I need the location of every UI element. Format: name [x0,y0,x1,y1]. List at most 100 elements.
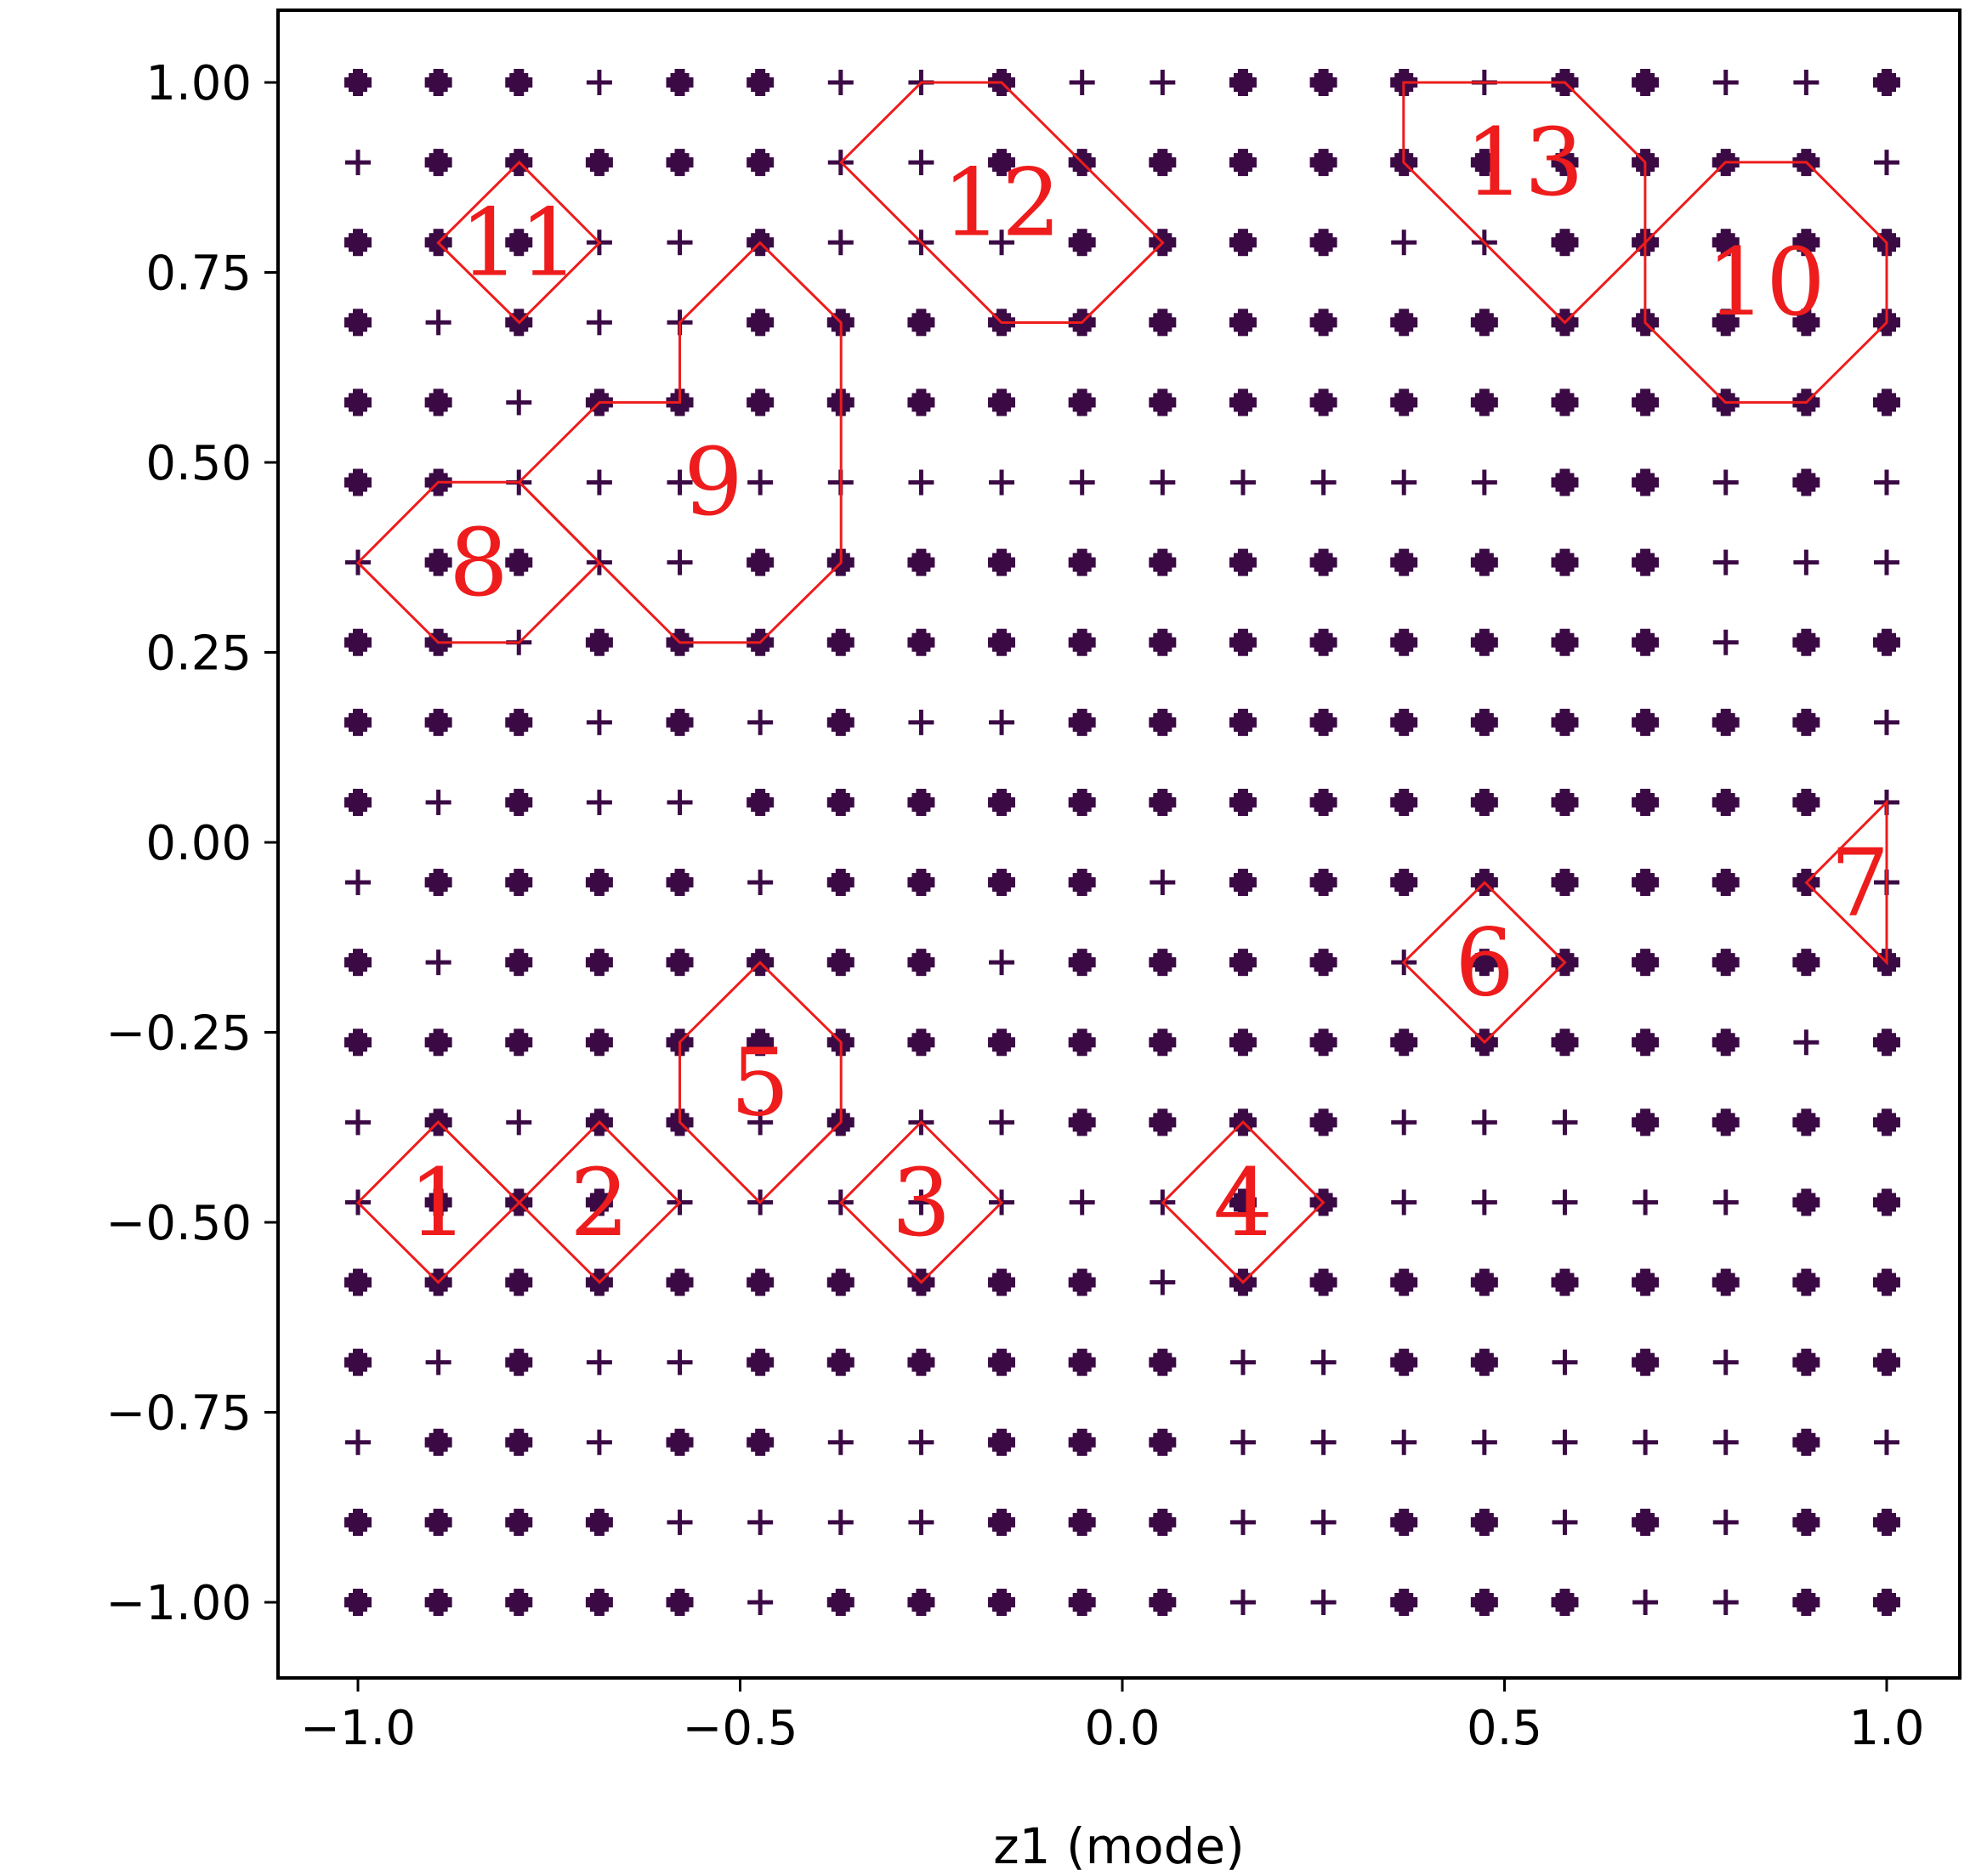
bold-plus-marker [907,949,935,977]
bold-plus-marker [1390,1029,1418,1057]
grid-points [344,69,1900,1616]
y-tick-label: 0.25 [145,626,252,682]
bold-plus-marker [988,1268,1016,1296]
bold-plus-marker [1792,1348,1820,1376]
bold-plus-marker [1149,1589,1177,1616]
plus-marker [586,309,612,336]
bold-plus-marker [1390,708,1418,736]
plus-marker [1632,1429,1659,1455]
bold-plus-marker [1551,1589,1579,1616]
plus-marker [747,469,774,496]
bold-plus-marker [1712,229,1740,257]
bold-plus-marker [826,1268,854,1296]
bold-plus-marker [988,1029,1016,1057]
bold-plus-marker [424,149,452,177]
plus-marker [425,1349,451,1375]
bold-plus-marker [1309,548,1337,576]
bold-plus-marker [1229,788,1257,816]
plus-marker [345,870,371,896]
bold-plus-marker [666,869,694,897]
bold-plus-marker [1632,1268,1660,1296]
bold-plus-marker [1068,1428,1096,1456]
region-6-outline [1401,881,1567,1045]
plus-marker [1552,1189,1578,1216]
bold-plus-marker [1390,1589,1418,1616]
plus-marker [1069,70,1095,95]
region-label-10: 10 [1706,228,1825,337]
y-tick-label: −0.25 [105,1006,252,1062]
bold-plus-marker [1470,548,1498,576]
bold-plus-marker [585,628,613,656]
bold-plus-marker [1873,1348,1900,1376]
bold-plus-marker [424,869,452,897]
bold-plus-marker [747,788,775,816]
bold-plus-marker [1792,628,1820,656]
bold-plus-marker [1470,1508,1498,1536]
x-tick-label: 0.0 [1084,1701,1160,1756]
bold-plus-marker [1149,1428,1177,1456]
plus-marker [667,1509,693,1535]
plus-marker [1391,1429,1417,1455]
bold-plus-marker [907,1348,935,1376]
bold-plus-marker [1712,949,1740,977]
bold-plus-marker [1229,69,1257,96]
bold-plus-marker [1149,309,1177,337]
bold-plus-marker [747,548,775,576]
bold-plus-marker [1632,468,1660,496]
bold-plus-marker [1470,1589,1498,1616]
bold-plus-marker [1309,869,1337,897]
bold-plus-marker [666,69,694,96]
bold-plus-marker [585,949,613,977]
bold-plus-marker [1470,388,1498,417]
bold-plus-marker [1712,788,1740,816]
bold-plus-marker [747,149,775,177]
bold-plus-marker [1229,229,1257,257]
bold-plus-marker [1632,869,1660,897]
bold-plus-marker [826,788,854,816]
bold-plus-marker [1551,628,1579,656]
x-axis-title: z1 (mode) [993,1817,1245,1875]
bold-plus-marker [1792,1268,1820,1296]
bold-plus-marker [505,869,533,897]
bold-plus-marker [1551,468,1579,496]
plus-marker [1471,1109,1497,1136]
bold-plus-marker [907,388,935,417]
bold-plus-marker [1551,388,1579,417]
plus-marker [586,1429,612,1455]
bold-plus-marker [344,468,372,496]
plus-marker [1874,469,1899,496]
bold-plus-marker [424,1589,452,1616]
bold-plus-marker [747,1428,775,1456]
plus-marker [667,469,693,496]
plus-marker [1150,1269,1176,1295]
plus-marker [1712,1590,1739,1615]
bold-plus-marker [344,69,372,96]
bold-plus-marker [1390,388,1418,417]
region-7-outline [1804,798,1888,966]
plus-marker [1632,1189,1659,1216]
bold-plus-marker [907,788,935,816]
bold-plus-marker [1632,1029,1660,1057]
plus-marker [1874,150,1899,176]
bold-plus-marker [1712,708,1740,736]
plus-marker [1229,1429,1256,1455]
plus-marker [1712,70,1739,95]
bold-plus-marker [1792,708,1820,736]
bold-plus-marker [1149,1348,1177,1376]
bold-plus-marker [1229,949,1257,977]
bold-plus-marker [1390,1268,1418,1296]
bold-plus-marker [1632,949,1660,977]
plus-marker [1310,1429,1337,1455]
plot-frame [276,9,1961,1680]
bold-plus-marker [826,869,854,897]
plus-marker [1712,469,1739,496]
plus-marker [1471,1429,1497,1455]
region-12-outline [839,81,1165,324]
bold-plus-marker [344,949,372,977]
bold-plus-marker [1390,788,1418,816]
bold-plus-marker [1551,229,1579,257]
plus-marker [1712,1509,1739,1535]
bold-plus-marker [344,1348,372,1376]
bold-plus-marker [505,1348,533,1376]
bold-plus-marker [826,949,854,977]
